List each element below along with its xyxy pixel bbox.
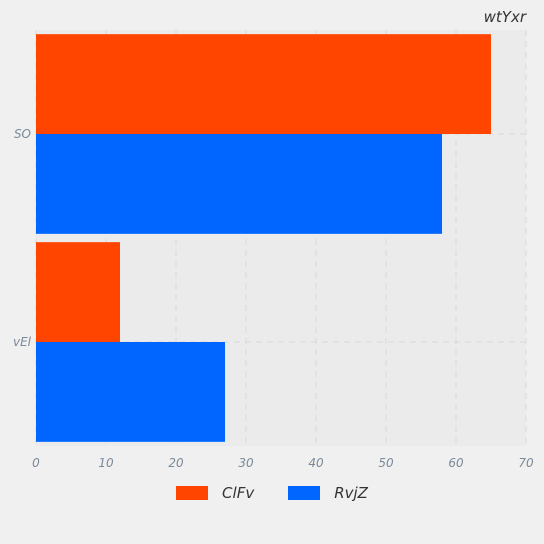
- x-tick-label: 40: [308, 456, 324, 470]
- x-tick-label: 10: [98, 456, 114, 470]
- legend-swatch-series-2: [288, 486, 321, 500]
- x-tick-label: 0: [32, 456, 40, 470]
- x-tick-label: 50: [378, 456, 394, 470]
- bar-2-1: [36, 134, 442, 234]
- legend-item-series-1: ClFv: [176, 484, 254, 502]
- y-tick-label: SO: [14, 127, 31, 141]
- x-tick-label: 30: [238, 456, 254, 470]
- legend-label-series-1: ClFv: [222, 484, 255, 502]
- chart-title: wtYxr: [483, 8, 526, 26]
- y-tick-label: vEl: [13, 335, 32, 349]
- legend-item-series-2: RvjZ: [288, 484, 368, 502]
- x-tick-label: 70: [518, 456, 534, 470]
- legend-swatch-series-1: [176, 486, 209, 500]
- legend-label-series-2: RvjZ: [334, 484, 368, 502]
- x-tick-label: 20: [168, 456, 184, 470]
- x-tick-label: 60: [448, 456, 464, 470]
- legend: ClFv RvjZ: [0, 484, 544, 502]
- bar-2-2: [36, 342, 225, 442]
- bar-1-2: [36, 242, 120, 342]
- bar-1-1: [36, 34, 491, 134]
